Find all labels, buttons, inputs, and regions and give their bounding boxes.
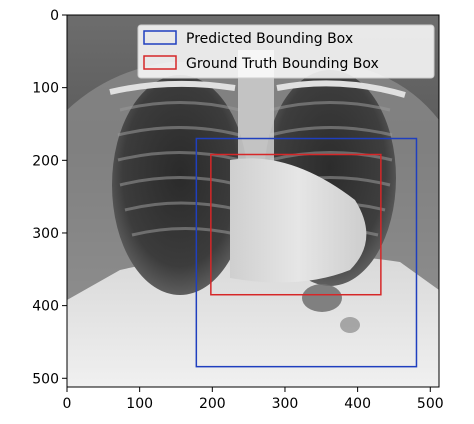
ground-truth-bounding-box: [210, 153, 382, 296]
legend-label-ground-truth: Ground Truth Bounding Box: [186, 56, 379, 72]
predicted-bounding-box: [195, 137, 418, 368]
legend: Predicted Bounding Box Ground Truth Boun…: [137, 24, 435, 79]
x-tick-label: 300: [272, 396, 299, 412]
x-axis: 0 100 200 300 400 500: [63, 387, 444, 412]
legend-frame: [137, 24, 435, 79]
bounding-boxes: [195, 137, 418, 368]
plot-frame: [66, 14, 440, 388]
y-tick-label: 400: [32, 299, 59, 315]
legend-label-predicted: Predicted Bounding Box: [186, 31, 353, 47]
y-tick-label: 200: [32, 153, 59, 169]
legend-swatch-predicted: [143, 30, 177, 45]
y-tick-label: 0: [50, 8, 59, 24]
legend-swatch-ground-truth: [143, 55, 177, 70]
x-tick-label: 0: [63, 396, 72, 412]
y-tick-label: 500: [32, 371, 59, 387]
y-axis: 0 100 200 300 400 500: [32, 8, 67, 387]
y-tick-label: 300: [32, 226, 59, 242]
x-tick-label: 100: [126, 396, 153, 412]
x-tick-label: 500: [417, 396, 444, 412]
y-tick-label: 100: [32, 81, 59, 97]
x-tick-label: 400: [344, 396, 371, 412]
x-tick-label: 200: [199, 396, 226, 412]
